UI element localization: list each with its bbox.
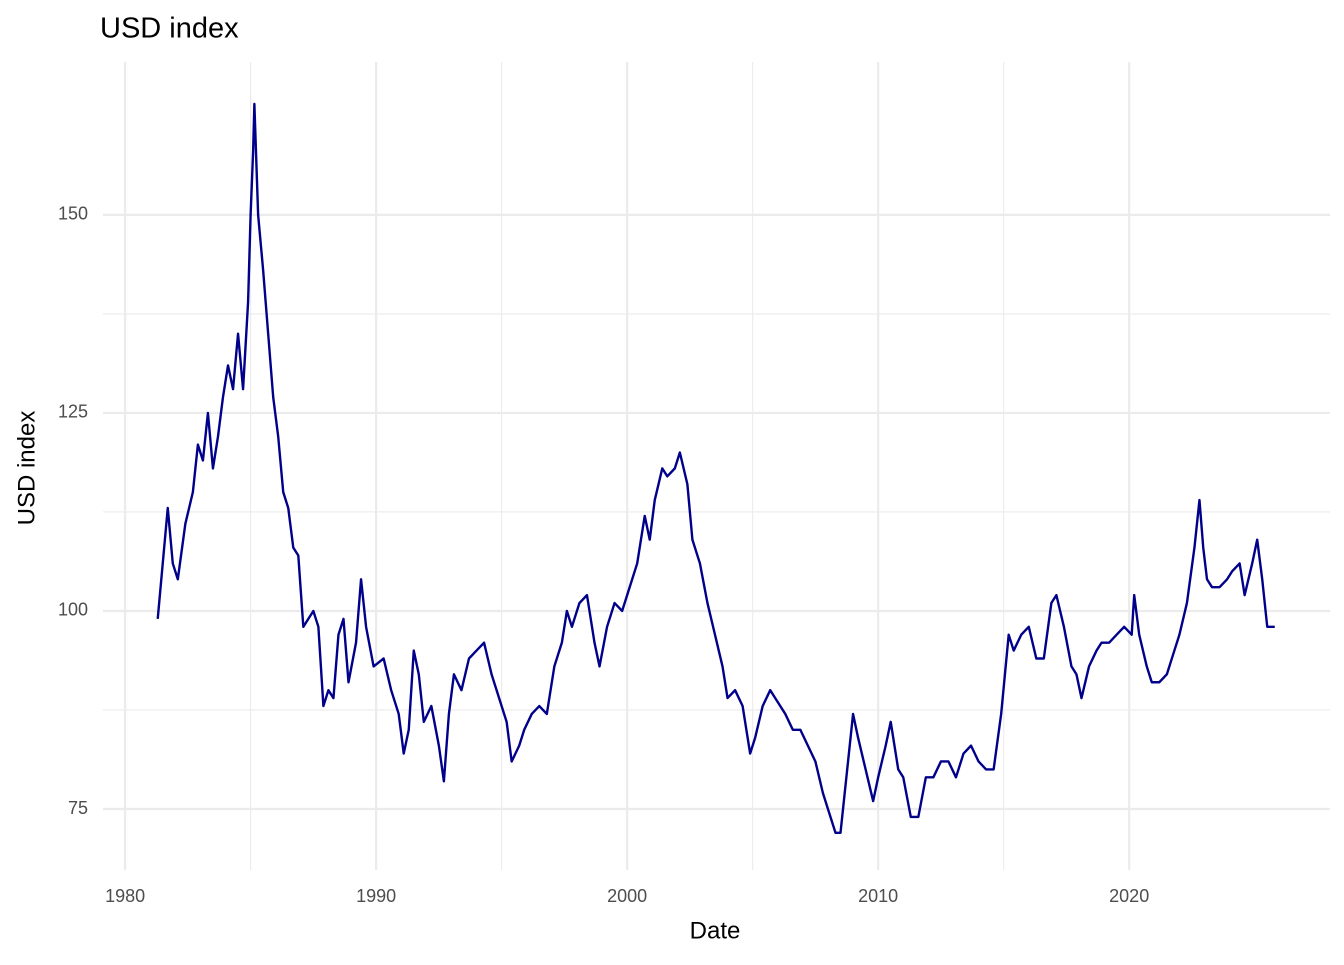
y-tick-label: 100: [58, 600, 88, 620]
x-tick-label: 1990: [356, 886, 396, 906]
y-tick-label: 125: [58, 402, 88, 422]
x-tick-label: 2000: [607, 886, 647, 906]
y-tick-label: 75: [68, 798, 88, 818]
y-axis-label: USD index: [13, 411, 40, 526]
x-tick-label: 1980: [105, 886, 145, 906]
x-tick-label: 2010: [858, 886, 898, 906]
y-tick-label: 150: [58, 204, 88, 224]
data-line: [156, 102, 1275, 834]
x-tick-label: 2020: [1109, 886, 1149, 906]
chart-title: USD index: [100, 13, 239, 45]
x-axis-label: Date: [690, 917, 741, 944]
